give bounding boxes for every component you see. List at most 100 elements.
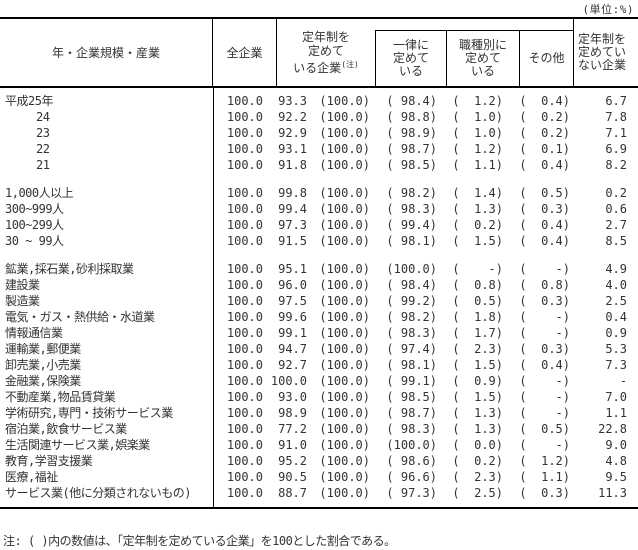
value-cell: 100.0 — [226, 158, 263, 172]
table-row: 30 ~ 99人 100.0 91.5 (100.0) ( 98.1) ( 1.5) ( 0… — [0, 233, 638, 249]
value-cell: (100.0) — [319, 406, 370, 420]
value-cell: 100.0 — [226, 390, 263, 404]
value-cell: ( 0.8) — [519, 278, 570, 292]
header-teinen-line1: 定年制を — [301, 30, 350, 44]
value-cell: ( 1.3) — [452, 406, 503, 420]
header-note-marker: (注) — [341, 60, 359, 69]
value-cell: ( 1.1) — [452, 158, 503, 172]
value-cell: 4.0 — [605, 278, 627, 292]
row-label: 金融業,保険業 — [5, 374, 81, 388]
table-row: 情報通信業 100.0 99.1 (100.0) ( 98.3) ( 1.7) ( -) 0.… — [0, 325, 638, 341]
row-label: 運輸業,郵便業 — [5, 342, 81, 356]
value-cell: ( 2.5) — [452, 486, 503, 500]
value-cell: ( 1.0) — [452, 110, 503, 124]
value-cell: 98.9 — [278, 406, 307, 420]
row-label: サービス業(他に分類されないもの) — [5, 486, 191, 500]
value-cell: ( 0.5) — [519, 186, 570, 200]
value-cell: 7.0 — [605, 390, 627, 404]
value-cell: ( 1.8) — [452, 310, 503, 324]
value-cell: 93.3 — [278, 94, 307, 108]
value-cell: ( 1.5) — [452, 234, 503, 248]
header-other: その他 — [528, 51, 565, 65]
value-cell: 100.0 — [226, 438, 263, 452]
table-section-company_size: 1,000人以上 100.0 99.8 (100.0) ( 98.2) ( 1.4) ( 0… — [0, 185, 638, 249]
table-row: 電気・ガス・熱供給・水道業 100.0 99.6 (100.0) ( 98.2) ( 1.… — [0, 309, 638, 325]
value-cell: ( 98.8) — [386, 110, 437, 124]
footnote: 注: ( )内の数値は、「定年制を定めている企業」を100とした割合である。 — [3, 534, 396, 548]
value-cell: (100.0) — [319, 342, 370, 356]
row-label: 医療,福祉 — [5, 470, 58, 484]
value-cell: ( -) — [519, 438, 570, 452]
value-cell: (100.0) — [319, 374, 370, 388]
table-row: 300~999人 100.0 99.4 (100.0) ( 98.3) ( 1.3) ( 0… — [0, 201, 638, 217]
value-cell: (100.0) — [319, 218, 370, 232]
value-cell: 88.7 — [278, 486, 307, 500]
header-all-companies: 全企業 — [213, 19, 277, 86]
row-label: 不動産業,物品賃貸業 — [5, 390, 116, 404]
value-cell: 0.2 — [605, 186, 627, 200]
value-cell: (100.0) — [319, 202, 370, 216]
value-cell: ( 98.7) — [386, 406, 437, 420]
value-cell: ( 98.3) — [386, 202, 437, 216]
value-cell: 5.3 — [605, 342, 627, 356]
value-cell: (100.0) — [319, 262, 370, 276]
value-cell: 100.0 — [226, 374, 263, 388]
value-cell: 94.7 — [278, 342, 307, 356]
value-cell: ( 98.5) — [386, 158, 437, 172]
value-cell: 100.0 — [226, 110, 263, 124]
table-row: 100~299人 100.0 97.3 (100.0) ( 99.4) ( 0.2) ( 0… — [0, 217, 638, 233]
value-cell: 100.0 — [226, 486, 263, 500]
row-label: 製造業 — [5, 294, 40, 308]
value-cell: ( 0.4) — [519, 358, 570, 372]
value-cell: 99.4 — [278, 202, 307, 216]
value-cell: 95.2 — [278, 454, 307, 468]
value-cell: 97.3 — [278, 218, 307, 232]
value-cell: (100.0) — [319, 234, 370, 248]
value-cell: ( 98.2) — [386, 186, 437, 200]
value-cell: 8.2 — [605, 158, 627, 172]
value-cell: 4.8 — [605, 454, 627, 468]
value-cell: (100.0) — [319, 310, 370, 324]
value-cell: (100.0) — [319, 110, 370, 124]
value-cell: 96.0 — [278, 278, 307, 292]
value-cell: (100.0) — [319, 470, 370, 484]
value-cell: ( 0.2) — [519, 110, 570, 124]
value-cell: 100.0 — [226, 262, 263, 276]
table-row: 21 100.0 91.8 (100.0) ( 98.5) ( 1.1) ( 0.4) 8.2 — [0, 157, 638, 173]
value-cell: ( 0.8) — [452, 278, 503, 292]
header-no-teinen: 定年制を 定めてい ない企業 — [573, 19, 638, 86]
value-cell: ( 98.9) — [386, 126, 437, 140]
value-cell: ( 0.4) — [519, 94, 570, 108]
value-cell: ( 98.3) — [386, 422, 437, 436]
value-cell: ( 98.4) — [386, 94, 437, 108]
table-row: 平成25年 100.0 93.3 (100.0) ( 98.4) ( 1.2) ( 0.4)… — [0, 93, 638, 109]
value-cell: 99.1 — [278, 326, 307, 340]
value-cell: 100.0 — [226, 278, 263, 292]
value-cell: 0.6 — [605, 202, 627, 216]
value-cell: ( 1.3) — [452, 422, 503, 436]
value-cell: ( 1.2) — [452, 142, 503, 156]
value-cell: ( 99.4) — [386, 218, 437, 232]
table-row: 生活関連サービス業,娯楽業 100.0 91.0 (100.0) (100.0) ( 0.… — [0, 437, 638, 453]
value-cell: ( -) — [519, 406, 570, 420]
header-teinen-line2: 定めて — [307, 44, 344, 58]
value-cell: 6.9 — [605, 142, 627, 156]
value-cell: ( 0.2) — [452, 218, 503, 232]
value-cell: ( 1.2) — [452, 94, 503, 108]
value-cell: (100.0) — [319, 186, 370, 200]
value-cell: ( 98.7) — [386, 142, 437, 156]
value-cell: 0.9 — [605, 326, 627, 340]
value-cell: (100.0) — [319, 142, 370, 156]
table-row: 学術研究,専門・技術サービス業 100.0 98.9 (100.0) ( 98.7) ( … — [0, 405, 638, 421]
value-cell: 100.0 — [226, 342, 263, 356]
unit-label: (単位:%) — [582, 3, 634, 16]
value-cell: 0.4 — [605, 310, 627, 324]
table-row: 教育,学習支援業 100.0 95.2 (100.0) ( 98.6) ( 0.2) ( 1… — [0, 453, 638, 469]
value-cell: ( 0.3) — [519, 342, 570, 356]
row-label: 卸売業,小売業 — [5, 358, 81, 372]
value-cell: 93.1 — [278, 142, 307, 156]
table-row: サービス業(他に分類されないもの) 100.0 88.7 (100.0) ( 97.3)… — [0, 485, 638, 501]
value-cell: 100.0 — [226, 470, 263, 484]
value-cell: 95.1 — [278, 262, 307, 276]
